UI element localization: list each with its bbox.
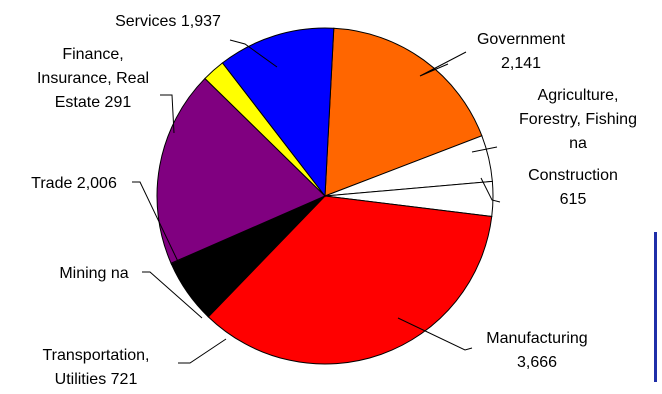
label-transportation-utilities: Transportation, Utilities 721: [42, 347, 149, 388]
leader-line-services: [229, 39, 278, 68]
leader-line-manufacturing: [397, 317, 473, 351]
leader-line-government: [419, 51, 467, 77]
leader-lines: [132, 39, 501, 364]
slice-trade: [156, 77, 326, 264]
label-manufacturing: Manufacturing 3,666: [486, 330, 587, 371]
leader-line-construction: [480, 177, 501, 203]
label-mining: Mining na: [59, 265, 128, 282]
leader-line-agriculture-forestry-fishing: [471, 146, 498, 153]
leader-line-finance-insurance-real-estate: [160, 94, 175, 134]
leader-line-transportation-utilities: [178, 338, 227, 364]
slice-labels: Government 2,141 Agriculture, Forestry, Fis…: [31, 13, 637, 388]
label-construction: Construction 615: [528, 167, 618, 208]
leader-line-trade: [132, 181, 184, 273]
slice-services: [221, 27, 335, 198]
slice-manufacturing: [207, 195, 493, 365]
leader-line-mining: [142, 271, 203, 319]
label-agriculture-forestry-fishing: Agriculture, Forestry, Fishing na: [519, 87, 637, 152]
label-services: Services 1,937: [115, 13, 221, 30]
label-finance-insurance-real-estate: Finance, Insurance, Real Estate 291: [37, 46, 149, 111]
slice-government: [324, 27, 483, 197]
label-trade: Trade 2,006: [31, 175, 117, 192]
label-government: Government 2,141: [477, 31, 566, 72]
frame-edge: [654, 232, 657, 382]
pie-slices: [156, 27, 494, 365]
